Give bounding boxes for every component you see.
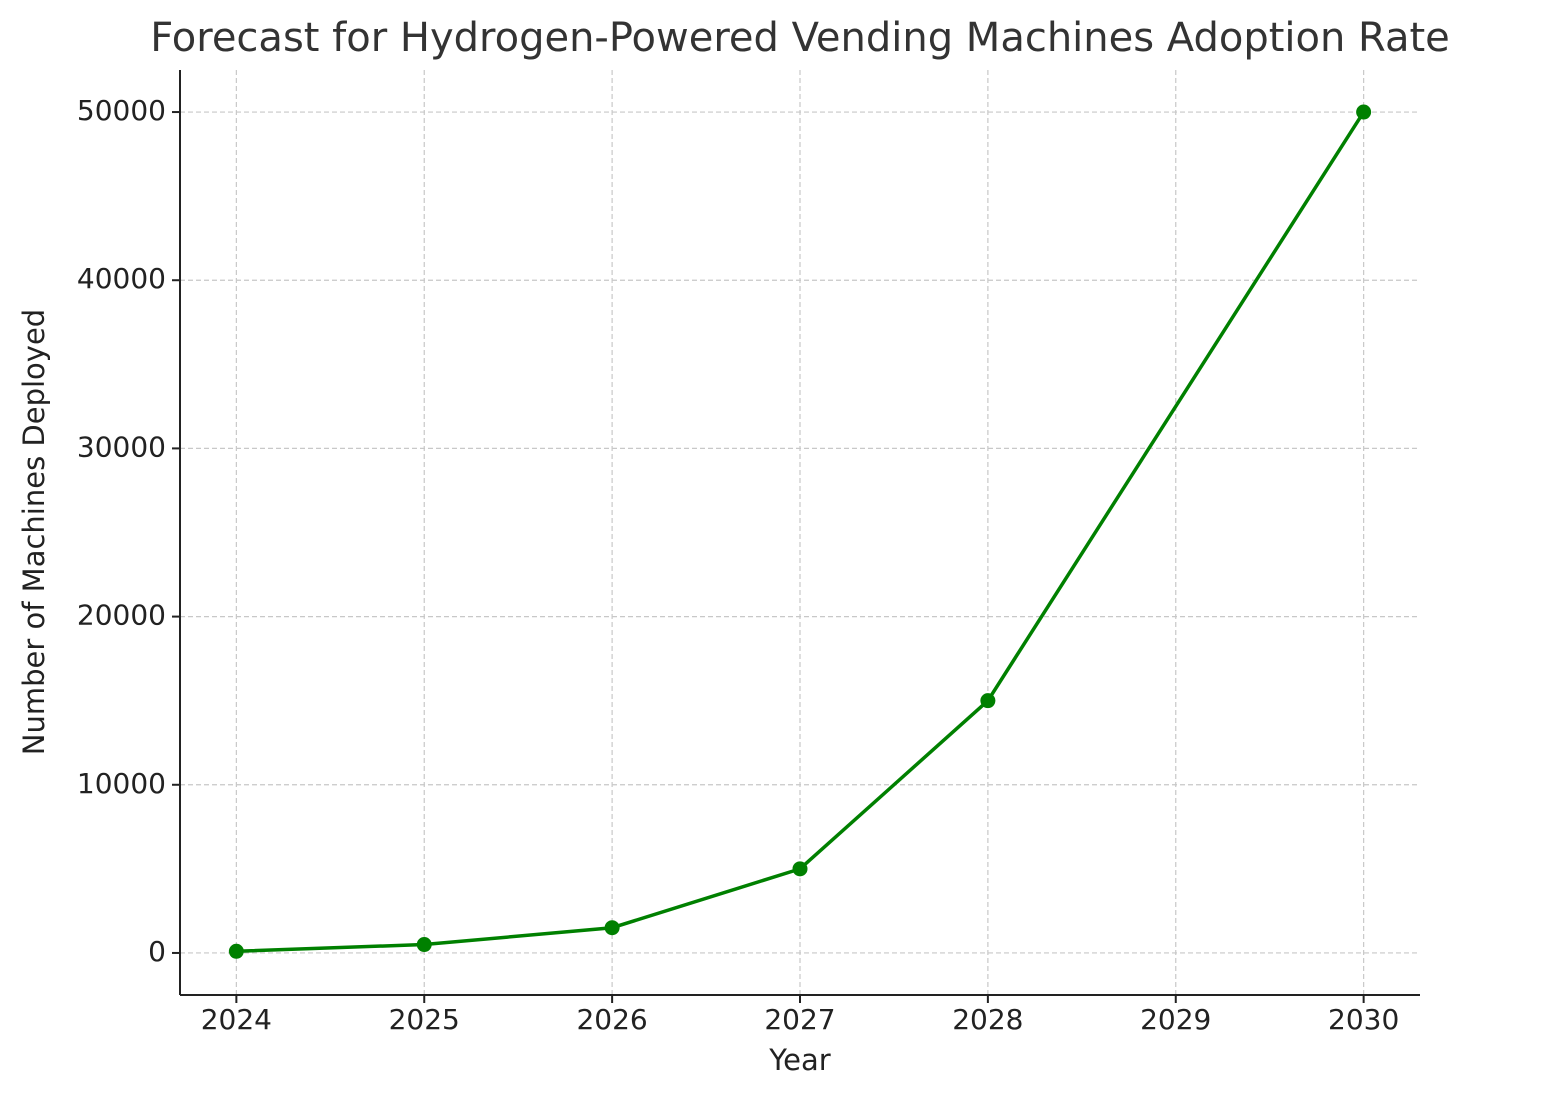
point	[792, 861, 808, 877]
point	[228, 943, 244, 959]
x-tick-label: 2029	[1140, 1003, 1211, 1036]
y-tick-label: 40000	[77, 262, 166, 295]
x-axis-label: Year	[768, 1043, 830, 1077]
y-axis-label: Number of Machines Deployed	[17, 309, 51, 755]
point	[980, 693, 996, 709]
y-tick-label: 10000	[77, 767, 166, 800]
y-tick-label: 50000	[77, 94, 166, 127]
x-tick-label: 2027	[764, 1003, 835, 1036]
y-tick-label: 0	[148, 935, 166, 968]
line	[236, 111, 1366, 954]
x-tick-label: 2025	[389, 1003, 460, 1036]
chart-title: Forecast for Hydrogen-Powered Vending Ma…	[150, 15, 1450, 61]
x-tick-label: 2026	[576, 1003, 647, 1036]
x-tick-label: 2028	[952, 1003, 1023, 1036]
x-tick-label: 2024	[201, 1003, 272, 1036]
y-tick-label: 30000	[77, 430, 166, 463]
x-tick-label: 2030	[1328, 1003, 1399, 1036]
point	[1356, 104, 1372, 120]
point	[416, 937, 432, 953]
point	[604, 920, 620, 936]
y-tick-label: 20000	[77, 599, 166, 632]
